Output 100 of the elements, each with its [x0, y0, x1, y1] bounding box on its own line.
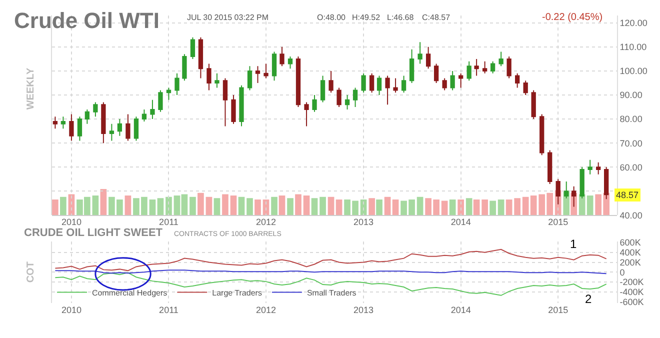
candlestick [376, 75, 382, 96]
bar [214, 198, 220, 216]
bar [506, 199, 512, 216]
bar [52, 199, 58, 216]
bar [514, 198, 520, 216]
candlestick [280, 46, 284, 67]
y-tick-label: 80.00 [620, 114, 642, 124]
bar [384, 196, 391, 216]
candlestick [84, 108, 90, 124]
candlestick [418, 42, 422, 64]
bar [482, 199, 488, 216]
candlestick [498, 51, 504, 67]
x-tick-label: 2010 [61, 304, 82, 315]
x-tick-label: 2012 [256, 217, 276, 228]
candlestick [109, 123, 114, 142]
candlestick [320, 75, 326, 103]
bar [441, 200, 448, 216]
candlestick [174, 72, 180, 96]
bar [278, 196, 286, 216]
candlestick [442, 78, 447, 91]
bar [238, 196, 245, 216]
candlestick [336, 87, 342, 108]
candlestick [385, 75, 390, 106]
x-tick-label: 2011 [159, 217, 178, 228]
candlestick [198, 36, 204, 79]
candlestick [222, 78, 228, 127]
candlestick [531, 90, 536, 120]
candlestick [482, 60, 488, 74]
bar [254, 199, 261, 216]
candlestick [231, 94, 236, 124]
candlestick [523, 80, 528, 96]
annotation: 1 [570, 237, 577, 251]
candlestick [596, 162, 601, 175]
bar [190, 196, 196, 216]
y-tick-label: 0 [620, 267, 625, 278]
bar [376, 199, 382, 216]
candlestick [288, 56, 293, 70]
candlestick [304, 102, 309, 127]
candlestick [426, 46, 431, 70]
bar [166, 196, 172, 216]
bar [124, 196, 132, 216]
candlestick [190, 36, 196, 60]
bar [416, 196, 424, 216]
bar [222, 194, 228, 216]
annotation: 48.57 [616, 190, 639, 200]
y-tick-label: 100.00 [620, 66, 648, 76]
y-tick-label: 200K [620, 257, 641, 268]
candlestick [255, 66, 260, 84]
x-tick-label: 2011 [159, 304, 178, 315]
annotation: O:48.00 [317, 13, 346, 22]
candlestick [117, 118, 122, 136]
candlestick [328, 70, 334, 94]
candlestick [409, 48, 414, 84]
bar [473, 199, 480, 216]
bar [100, 188, 107, 216]
annotation: 2 [585, 292, 592, 306]
annotation: C:48.57 [422, 13, 451, 22]
y-tick-label: -200K [620, 277, 644, 288]
annotation: H:49.52 [352, 13, 381, 22]
bar [328, 196, 334, 216]
candlestick [77, 116, 82, 142]
line-series [54, 248, 607, 272]
bar [392, 199, 399, 216]
bar [498, 199, 504, 216]
candlestick [474, 58, 479, 76]
candlestick [506, 56, 512, 79]
y-tick-label: 400K [620, 248, 641, 258]
bar [458, 199, 464, 216]
candlestick [369, 72, 374, 94]
candlestick [361, 72, 366, 94]
bar [149, 199, 156, 216]
bar [206, 196, 212, 216]
line-series [54, 272, 607, 296]
bar [490, 200, 496, 216]
bar [287, 198, 294, 216]
candlestick [450, 70, 455, 91]
candlestick [206, 63, 212, 91]
legend-label: Small Traders [306, 288, 356, 298]
chart-title: CRUDE OIL LIGHT SWEET [24, 227, 163, 239]
candlestick [312, 94, 317, 112]
bar [230, 196, 237, 216]
candlestick [490, 60, 496, 74]
candlestick [264, 63, 268, 79]
candlestick [142, 108, 147, 122]
bar [311, 198, 318, 216]
candlestick [126, 114, 130, 142]
bar [60, 196, 66, 216]
y-tick-label: 60.00 [620, 162, 642, 172]
candlestick [540, 114, 544, 156]
candlestick [239, 84, 244, 127]
y-tick-label: 120.00 [620, 18, 648, 28]
x-tick-label: 2013 [354, 217, 374, 228]
bar [466, 198, 472, 216]
x-tick-label: 2015 [548, 217, 568, 228]
y-tick-label: 70.00 [620, 138, 642, 148]
candlestick [214, 72, 220, 88]
y-tick-label: -600K [620, 296, 644, 307]
y-tick-label: 110.00 [620, 42, 647, 52]
bar [449, 199, 456, 216]
bar [368, 198, 375, 216]
